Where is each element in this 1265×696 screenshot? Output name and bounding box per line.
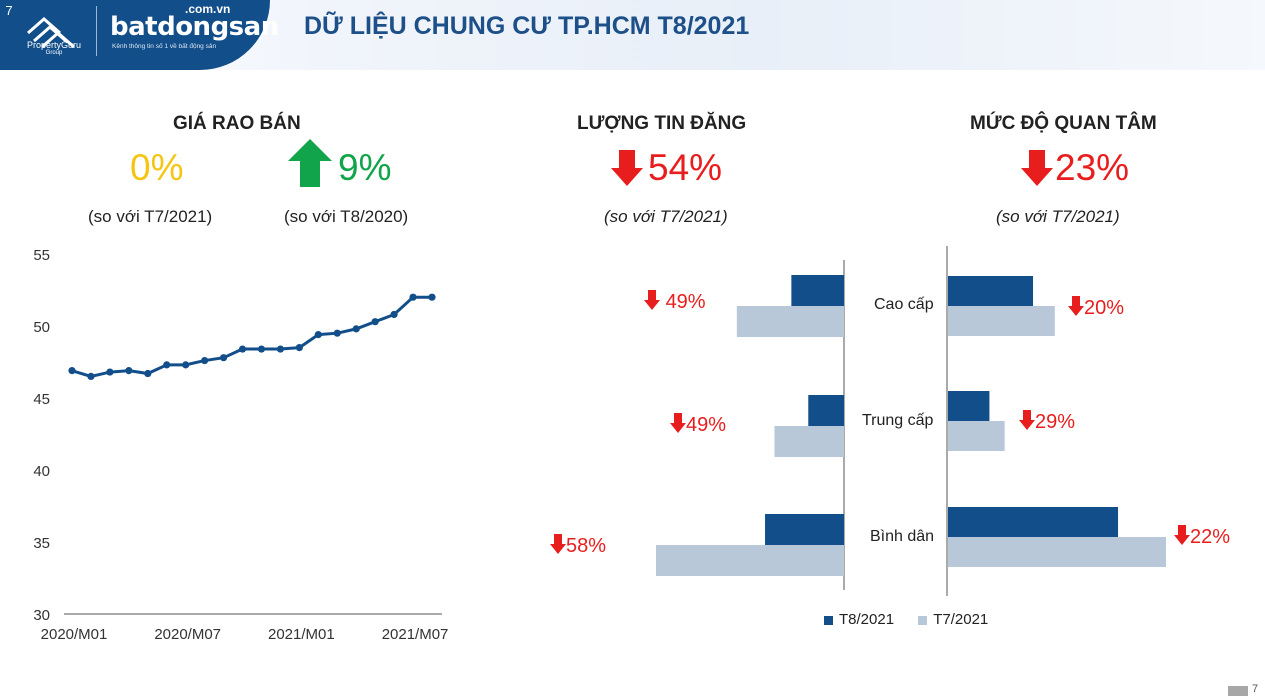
- propertyguru-brand-sub: Group: [45, 50, 63, 56]
- y-tick-label: 55: [33, 247, 50, 264]
- logo-divider: [96, 6, 97, 56]
- batdongsan-logo: batdongsan: [110, 12, 279, 42]
- page-title: DỮ LIỆU CHUNG CƯ TP.HCM T8/2021: [304, 12, 750, 40]
- down-arrow-icon: [644, 290, 660, 313]
- category-label-binh-dan: Bình dân: [870, 528, 935, 545]
- data-point: [276, 345, 285, 353]
- bar-previous: [948, 421, 1005, 451]
- interest-title: MỨC ĐỘ QUAN TÂM: [970, 113, 1157, 134]
- down-arrow-icon: [1174, 525, 1190, 548]
- data-point: [409, 293, 417, 301]
- legend-swatch: [918, 615, 928, 625]
- price-line-chart: 55 50 45 40 35 30 2020/M01 2020/M07 2021/M01 2021…: [33, 247, 449, 643]
- data-point: [257, 345, 266, 353]
- x-tick-label: 2021/M01: [268, 626, 335, 643]
- down-arrow-icon: [1021, 150, 1053, 186]
- y-tick-label: 40: [33, 463, 50, 480]
- data-point: [144, 369, 152, 378]
- listings-note: (so với T7/2021): [604, 207, 728, 226]
- listings-title: LƯỢNG TIN ĐĂNG: [577, 113, 747, 134]
- logo-block: 7 PropertyGuru Group .com.vn batdongsan …: [0, 0, 279, 70]
- data-point: [182, 361, 190, 369]
- footer-page-number: 7: [1252, 683, 1259, 695]
- interest-note: (so với T7/2021): [996, 207, 1120, 226]
- interest-change-binh-dan: 22%: [1174, 525, 1230, 549]
- data-point: [87, 372, 95, 380]
- data-point: [163, 361, 171, 369]
- x-tick-label: 2021/M07: [382, 626, 449, 643]
- data-point: [295, 344, 303, 352]
- bar-previous: [736, 306, 844, 337]
- price-mom-note: (so với T7/2021): [88, 207, 213, 226]
- interest-value: 23%: [1055, 147, 1130, 188]
- bar-current: [948, 276, 1034, 306]
- down-arrow-icon: [611, 150, 643, 186]
- bar-current: [791, 275, 844, 306]
- batdongsan-tagline: Kênh thông tin số 1 về bất động sản: [112, 43, 217, 50]
- footer-tab: [1228, 686, 1248, 696]
- batdongsan-domain: .com.vn: [185, 2, 231, 16]
- interest-change-trung-cap: 29%: [1019, 410, 1075, 434]
- category-label-cao-cap: Cao cấp: [874, 296, 934, 313]
- up-arrow-icon: [288, 139, 332, 187]
- data-point: [201, 356, 209, 365]
- price-yoy-value: 9%: [338, 147, 392, 188]
- x-tick-label: 2020/M07: [154, 626, 221, 643]
- category-label-trung-cap: Trung cấp: [862, 412, 934, 429]
- propertyguru-brand: PropertyGuru: [26, 40, 82, 50]
- y-tick-label: 30: [33, 607, 50, 624]
- price-yoy-note: (so với T8/2020): [284, 207, 409, 226]
- listings-change-trung-cap: 49%: [670, 413, 726, 437]
- data-point: [68, 367, 76, 375]
- legend-swatch: [824, 615, 833, 625]
- data-point: [390, 310, 398, 319]
- bar-current: [808, 395, 844, 426]
- bar-current: [765, 514, 844, 545]
- data-point: [371, 318, 379, 326]
- down-arrow-icon: [1068, 296, 1084, 319]
- y-tick-label: 50: [33, 319, 50, 336]
- propertyguru-logo-icon: [27, 17, 75, 49]
- y-tick-label: 45: [33, 391, 50, 408]
- data-point: [314, 331, 322, 339]
- listings-value: 54%: [648, 147, 723, 188]
- data-point: [219, 354, 228, 362]
- interest-bar-chart: [946, 246, 1166, 596]
- y-tick-label: 35: [33, 535, 50, 552]
- price-mom-value: 0%: [130, 147, 184, 188]
- bar-previous: [948, 306, 1055, 336]
- bar-previous: [948, 537, 1166, 567]
- data-point: [352, 325, 360, 333]
- down-arrow-icon: [550, 534, 566, 557]
- bar-previous: [656, 545, 844, 576]
- bar-current: [948, 391, 990, 421]
- data-point: [238, 345, 247, 353]
- data-point: [428, 293, 436, 301]
- data-point: [125, 367, 133, 375]
- price-series-line: [71, 295, 432, 378]
- slide-number: 7: [5, 3, 13, 18]
- bar-current: [948, 507, 1119, 537]
- listings-bar-chart: [656, 260, 845, 590]
- legend-item-previous: T7/2021: [918, 611, 988, 628]
- down-arrow-icon: [1019, 410, 1035, 433]
- interest-change-cao-cap: 20%: [1068, 296, 1124, 320]
- listings-change-cao-cap: 49%: [644, 290, 706, 314]
- price-title: GIÁ RAO BÁN: [173, 113, 301, 134]
- listings-change-binh-dan: 58%: [550, 534, 606, 558]
- x-tick-label: 2020/M01: [41, 626, 108, 643]
- legend-item-current: T8/2021: [824, 611, 894, 628]
- bar-previous: [774, 426, 844, 457]
- down-arrow-icon: [670, 413, 686, 436]
- data-point: [106, 368, 114, 376]
- data-point: [333, 329, 341, 337]
- chart-legend: T8/2021 T7/2021: [824, 611, 1008, 628]
